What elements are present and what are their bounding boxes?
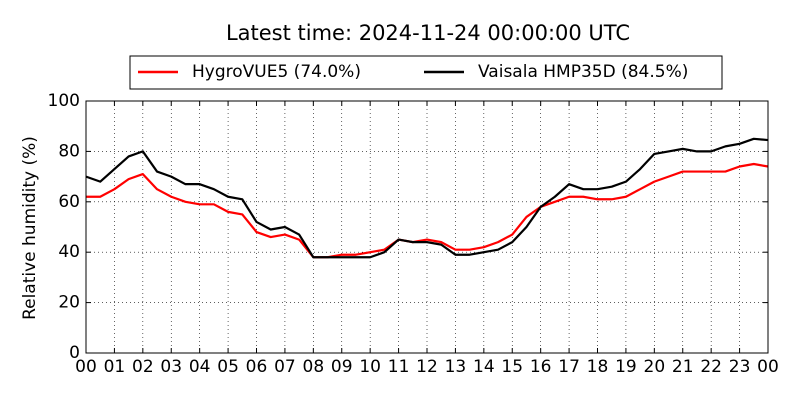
y-tick-label: 40 — [58, 242, 80, 262]
x-tick-label: 09 — [331, 357, 353, 377]
x-tick-label: 08 — [303, 357, 325, 377]
y-tick-label: 100 — [48, 91, 80, 111]
x-tick-label: 21 — [672, 357, 694, 377]
x-tick-label: 05 — [217, 357, 239, 377]
y-tick-label: 20 — [58, 293, 80, 313]
y-tick-label: 0 — [69, 343, 80, 363]
x-tick-label: 14 — [473, 357, 495, 377]
x-tick-label: 12 — [416, 357, 438, 377]
x-tick-label: 13 — [445, 357, 467, 377]
x-tick-label: 23 — [729, 357, 751, 377]
legend-label: Vaisala HMP35D (84.5%) — [478, 62, 688, 82]
legend-label: HygroVUE5 (74.0%) — [192, 62, 361, 82]
x-tick-label: 15 — [501, 357, 523, 377]
y-tick-label: 80 — [58, 141, 80, 161]
x-tick-label: 03 — [160, 357, 182, 377]
x-tick-label: 16 — [530, 357, 552, 377]
x-tick-label: 01 — [104, 357, 126, 377]
y-tick-label: 60 — [58, 192, 80, 212]
x-tick-label: 06 — [246, 357, 268, 377]
x-tick-label: 00 — [757, 357, 779, 377]
x-tick-label: 02 — [132, 357, 154, 377]
x-tick-label: 07 — [274, 357, 296, 377]
x-tick-label: 20 — [644, 357, 666, 377]
x-tick-label: 00 — [75, 357, 97, 377]
series-line — [86, 162, 769, 259]
x-tick-label: 04 — [189, 357, 211, 377]
x-tick-label: 10 — [359, 357, 381, 377]
plot-frame — [85, 100, 769, 354]
x-tick-label: 19 — [615, 357, 637, 377]
x-tick-label: 18 — [587, 357, 609, 377]
x-tick-label: 22 — [700, 357, 722, 377]
chart-title: Latest time: 2024-11-24 00:00:00 UTC — [226, 21, 630, 45]
x-tick-label: 17 — [558, 357, 580, 377]
series-line — [85, 137, 769, 259]
x-tick-label: 11 — [388, 357, 410, 377]
y-axis-label: Relative humidity (%) — [20, 136, 40, 320]
